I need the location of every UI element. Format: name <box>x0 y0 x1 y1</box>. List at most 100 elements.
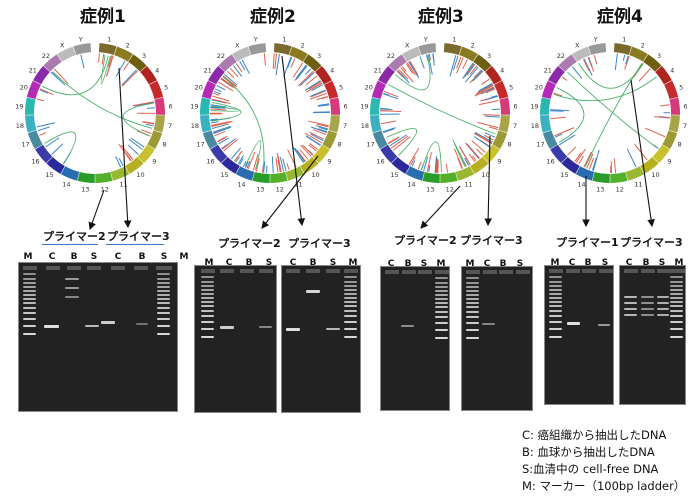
copy-number-tick <box>475 84 494 95</box>
copy-number-tick <box>583 151 592 168</box>
primer-label-case4-b: プライマー3 <box>620 236 683 249</box>
chromosome-label: 13 <box>81 185 89 193</box>
rearrangement-link <box>386 128 418 156</box>
copy-number-tick <box>213 126 232 134</box>
chromosome-label: 9 <box>152 157 156 165</box>
copy-number-tick <box>121 70 139 87</box>
copy-number-tick <box>428 165 431 173</box>
gel-band <box>201 336 214 338</box>
copy-number-tick <box>481 78 490 85</box>
chromosome-segment <box>492 130 508 149</box>
gel-band <box>157 307 170 309</box>
copy-number-tick <box>115 60 126 77</box>
copy-number-tick <box>286 163 290 171</box>
lane-label: M <box>436 259 446 269</box>
chromosome-label: 3 <box>657 52 661 60</box>
chromosome-label: 9 <box>497 157 501 165</box>
copy-number-tick <box>213 90 222 95</box>
gel-band <box>286 328 300 331</box>
chromosome-label: 2 <box>471 41 475 49</box>
rearrangement-link <box>394 55 431 91</box>
copy-number-tick <box>380 120 396 125</box>
chromosome-label: 16 <box>546 157 554 165</box>
chromosome-label: 11 <box>464 180 472 188</box>
gel-band <box>65 296 79 298</box>
copy-number-tick <box>50 71 66 86</box>
copy-number-tick <box>660 104 670 107</box>
copy-number-tick <box>423 156 429 171</box>
chromosome-segment <box>473 54 492 72</box>
copy-number-tick <box>263 53 266 66</box>
copy-number-tick <box>214 130 226 137</box>
chromosome-label: 7 <box>343 122 347 130</box>
primer-label-case3-b: プライマー3 <box>460 234 523 247</box>
copy-number-tick <box>233 150 243 162</box>
rearrangement-link <box>452 139 467 167</box>
copy-number-tick <box>391 135 409 149</box>
copy-number-tick <box>222 75 238 88</box>
chromosome-label: 7 <box>513 122 517 130</box>
copy-number-tick <box>316 96 328 101</box>
copy-number-tick <box>417 161 422 170</box>
copy-number-tick <box>297 71 314 87</box>
copy-number-tick <box>312 129 327 135</box>
lane-label: B <box>309 258 317 268</box>
chromosome-label: 12 <box>616 185 624 193</box>
gel-well <box>286 269 300 273</box>
gel-well <box>582 269 596 273</box>
chromosome-label: 2 <box>126 41 130 49</box>
chromosome-label: 6 <box>514 103 518 111</box>
chromosome-label: 11 <box>634 180 642 188</box>
lane-label: S <box>329 258 337 268</box>
chromosome-segment <box>613 43 632 55</box>
chromosome-label: 4 <box>330 66 334 74</box>
chromosome-label: 19 <box>15 103 23 111</box>
gel-band <box>157 273 170 275</box>
gel-well <box>549 269 563 273</box>
gel-band <box>435 277 448 279</box>
copy-number-tick <box>235 156 240 163</box>
gel-band <box>401 325 414 327</box>
case-title-2: 症例2 <box>250 7 296 27</box>
lane-label: M <box>23 252 33 262</box>
chromosome-segment <box>391 156 410 174</box>
gel-band <box>549 276 562 278</box>
copy-number-tick <box>211 123 229 129</box>
lane-label: M <box>348 258 358 268</box>
gel-band <box>670 293 683 295</box>
chromosome-segment <box>315 65 332 85</box>
copy-number-tick <box>317 104 330 107</box>
copy-number-tick <box>392 136 411 151</box>
chromosome-label: 22 <box>387 52 395 60</box>
gel-band <box>670 321 683 323</box>
chromosome-label: 21 <box>204 66 212 74</box>
rearrangement-link <box>222 76 265 172</box>
chromosome-segment <box>252 172 270 183</box>
chromosome-segment <box>548 65 565 85</box>
copy-number-tick <box>482 114 500 116</box>
chromosome-segment <box>498 115 510 133</box>
gel-band <box>549 315 562 317</box>
copy-number-tick <box>473 69 483 78</box>
copy-number-tick <box>51 143 64 155</box>
lane-label: S <box>160 252 168 262</box>
copy-number-tick <box>567 146 577 156</box>
copy-number-tick <box>223 138 239 152</box>
gel-well <box>435 270 449 274</box>
gel-well <box>624 269 638 273</box>
chromosome-label: 6 <box>344 103 348 111</box>
gel-band <box>435 316 448 318</box>
copy-number-tick <box>449 54 457 77</box>
copy-number-tick <box>474 86 495 97</box>
chromosome-label: 20 <box>535 84 543 92</box>
chromosome-label: 17 <box>366 141 374 149</box>
gel-band <box>435 322 448 324</box>
rearrangement-link <box>578 62 644 89</box>
chromosome-segment <box>248 43 267 55</box>
chromosome-label: 6 <box>169 103 173 111</box>
chromosome-segment <box>542 130 558 149</box>
chromosome-segment <box>655 65 672 85</box>
gel-band <box>435 298 448 300</box>
copy-number-tick <box>304 132 323 144</box>
